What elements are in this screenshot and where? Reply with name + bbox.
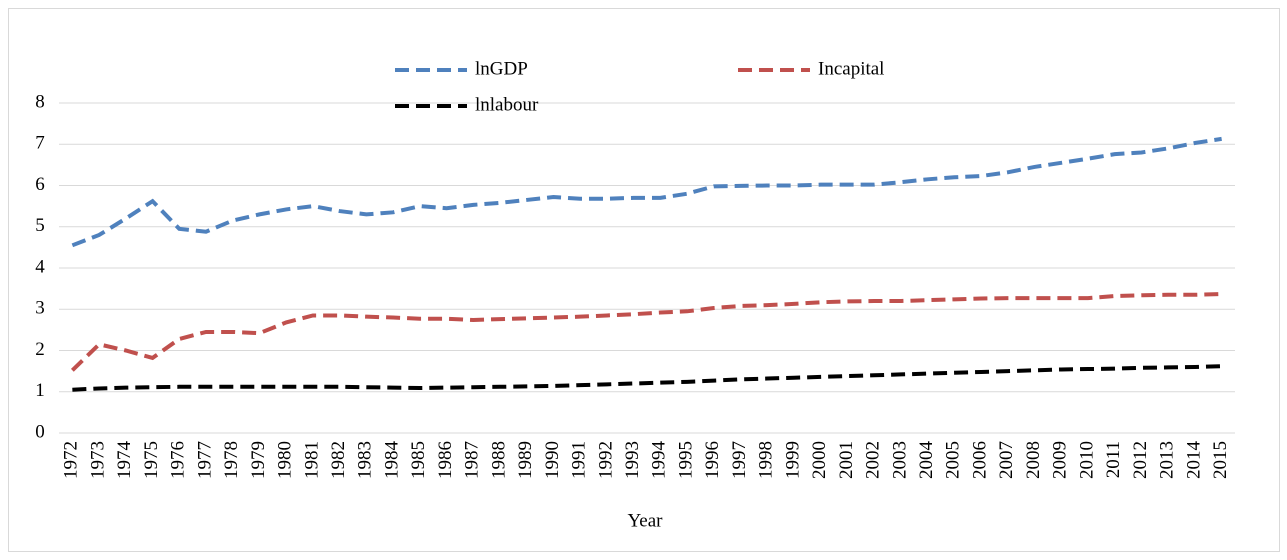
- x-tick-label: 1983: [355, 441, 376, 479]
- x-tick-label: 1990: [542, 441, 563, 479]
- x-tick-label: 1992: [595, 441, 616, 479]
- y-tick-label: 2: [35, 339, 45, 360]
- x-tick-label: 1998: [756, 441, 777, 479]
- x-tick-label: 1978: [221, 441, 242, 479]
- x-tick-label: 1974: [114, 441, 135, 480]
- y-tick-label: 5: [35, 215, 45, 236]
- y-tick-label: 4: [35, 256, 45, 277]
- y-tick-label: 0: [35, 421, 45, 442]
- legend-label: lnGDP: [475, 58, 528, 79]
- x-tick-label: 1977: [194, 441, 215, 479]
- x-tick-label: 1973: [87, 441, 108, 479]
- x-tick-label: 1976: [168, 441, 189, 479]
- chart-border: [8, 8, 1280, 552]
- x-tick-label: 2013: [1157, 441, 1178, 479]
- x-tick-label: 2007: [996, 441, 1017, 479]
- x-tick-label: 2012: [1130, 441, 1151, 479]
- x-tick-label: 1991: [569, 441, 590, 479]
- x-tick-label: 2000: [809, 441, 830, 479]
- x-tick-label: 2003: [889, 441, 910, 479]
- x-tick-label: 1993: [622, 441, 643, 479]
- y-tick-label: 3: [35, 298, 45, 319]
- x-tick-label: 2006: [969, 441, 990, 479]
- legend-label: Incapital: [818, 58, 884, 79]
- x-tick-label: 1985: [408, 441, 429, 479]
- y-tick-label: 8: [35, 91, 45, 112]
- data-line: [71, 136, 1222, 248]
- x-tick-label: 1986: [435, 441, 456, 479]
- x-tick-label: 2004: [916, 441, 937, 480]
- x-tick-label: 1988: [488, 441, 509, 479]
- x-tick-label: 1980: [275, 441, 296, 479]
- data-line: [70, 291, 1222, 372]
- x-tick-label: 2011: [1103, 441, 1124, 478]
- x-tick-label: 1997: [729, 441, 750, 479]
- x-tick-label: 1995: [675, 441, 696, 479]
- x-tick-label: 2015: [1210, 441, 1231, 479]
- x-tick-label: 1994: [649, 441, 670, 480]
- x-tick-label: 2014: [1183, 441, 1204, 480]
- y-tick-label: 6: [35, 174, 45, 195]
- x-tick-label: 1989: [515, 441, 536, 479]
- x-tick-label: 2008: [1023, 441, 1044, 479]
- y-tick-label: 1: [35, 380, 45, 401]
- x-tick-label: 1996: [702, 441, 723, 479]
- x-tick-label: 2009: [1050, 441, 1071, 479]
- x-tick-label: 2005: [943, 441, 964, 479]
- x-tick-label: 1975: [141, 441, 162, 479]
- x-tick-label: 1987: [462, 441, 483, 479]
- x-tick-label: 1981: [301, 441, 322, 479]
- x-tick-label: 1979: [248, 441, 269, 479]
- x-tick-label: 1972: [61, 441, 82, 479]
- x-tick-label: 2002: [863, 441, 884, 479]
- x-tick-label: 1984: [381, 441, 402, 480]
- x-axis-title: Year: [627, 510, 663, 531]
- data-line: [72, 364, 1222, 392]
- x-tick-label: 1982: [328, 441, 349, 479]
- y-tick-label: 7: [35, 133, 45, 154]
- legend-label: lnlabour: [475, 94, 539, 115]
- x-tick-label: 2001: [836, 441, 857, 479]
- x-tick-label: 2010: [1076, 441, 1097, 479]
- x-tick-label: 1999: [782, 441, 803, 479]
